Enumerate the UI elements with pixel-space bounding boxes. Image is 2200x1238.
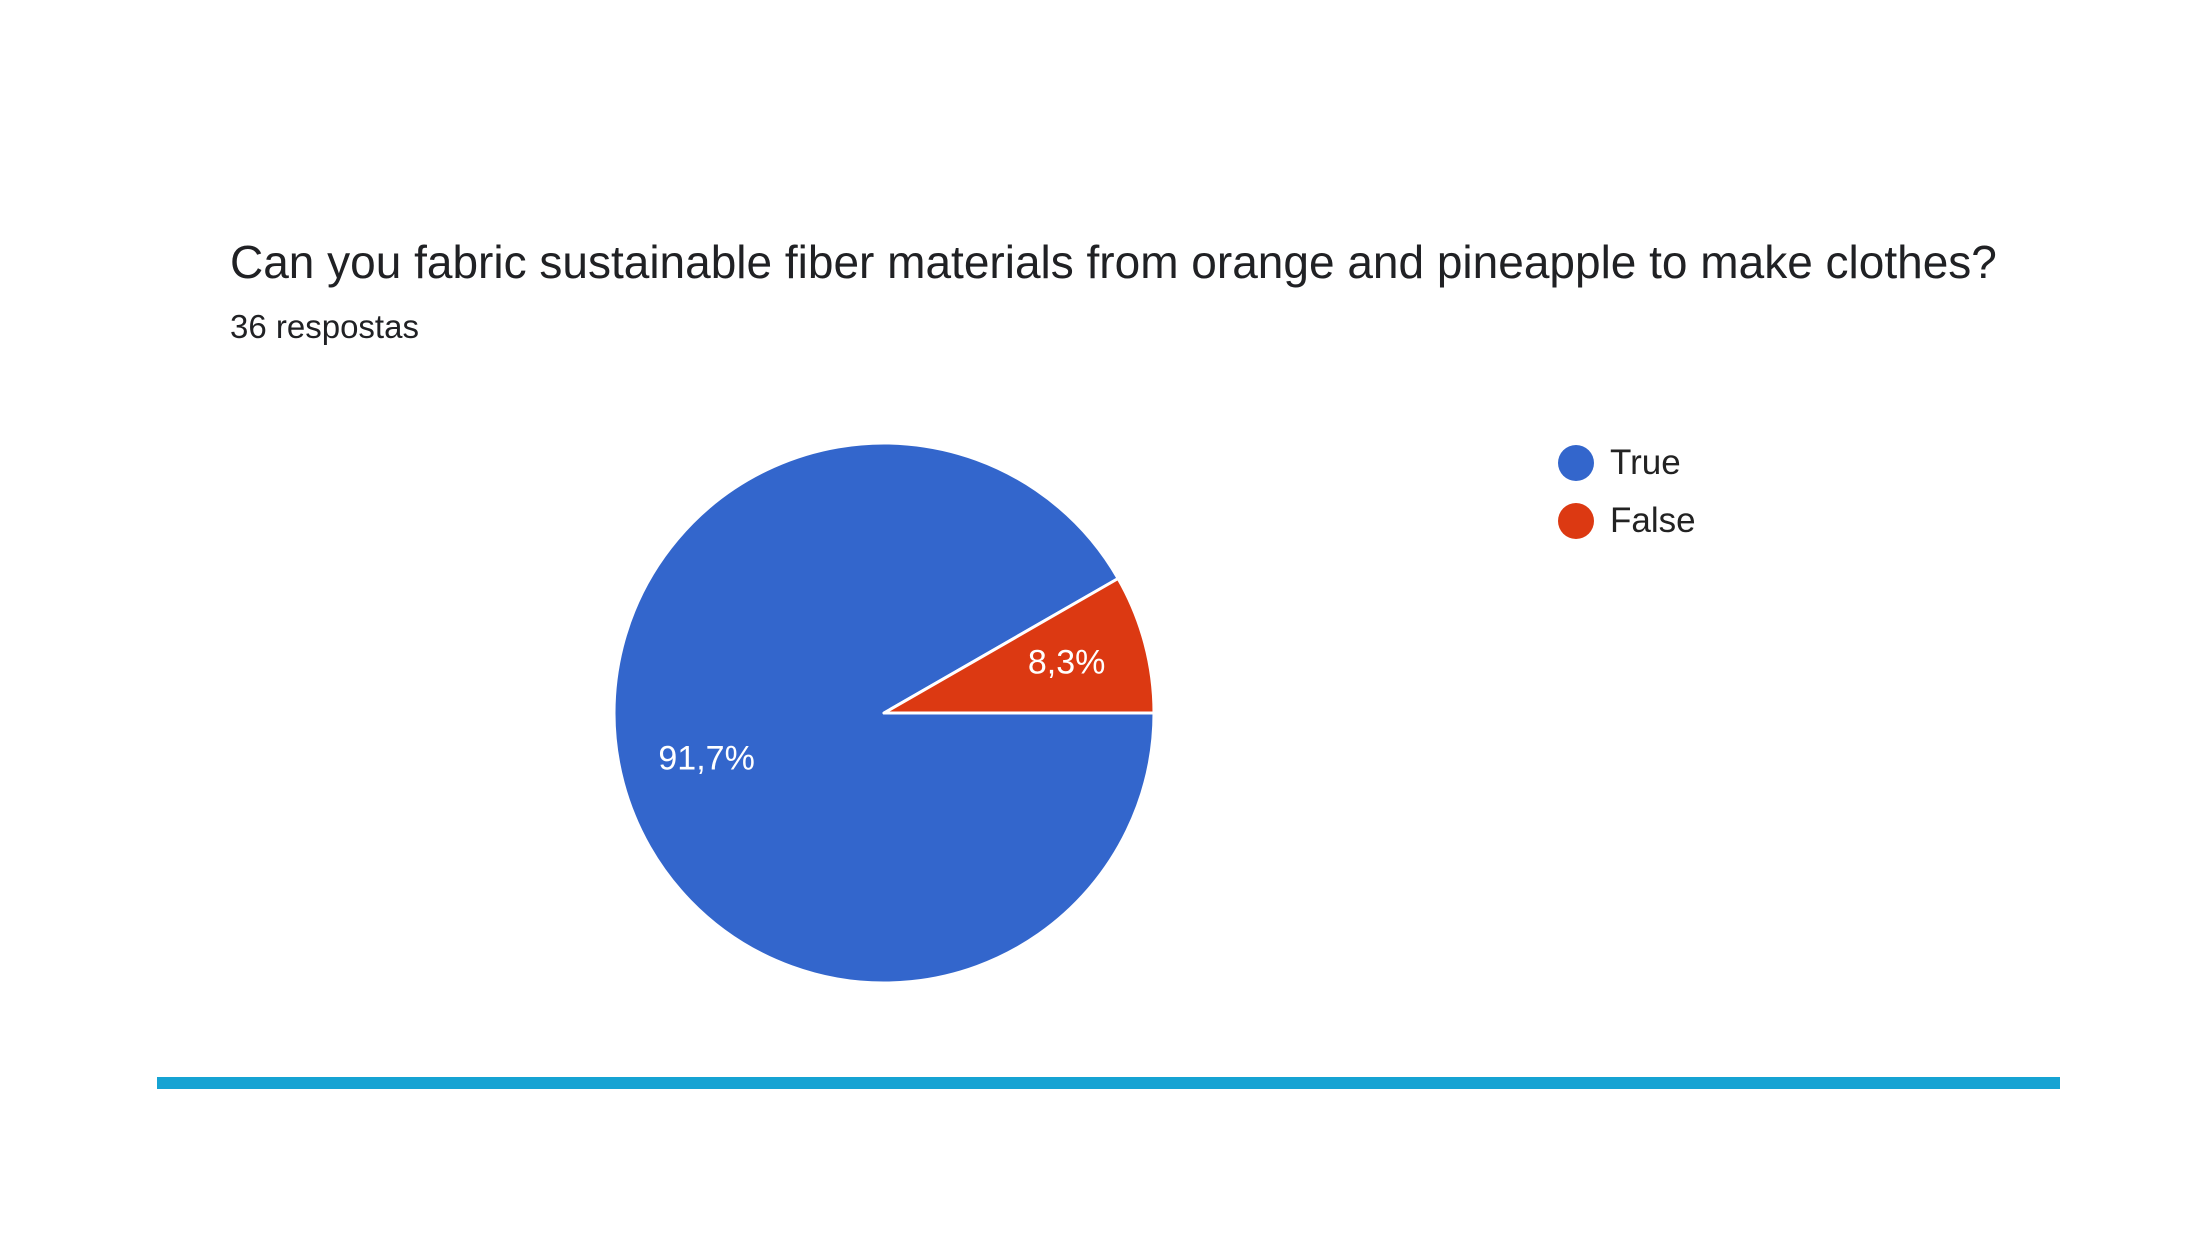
pie-label-false: 8,3% — [1028, 643, 1106, 681]
pie-label-true: 91,7% — [658, 739, 754, 777]
legend-swatch-true — [1558, 445, 1594, 481]
response-count: 36 respostas — [230, 308, 419, 345]
bottom-divider — [157, 1077, 2060, 1089]
legend-label-true: True — [1610, 443, 1681, 482]
chart-legend: True False — [1558, 434, 1696, 550]
legend-item-false[interactable]: False — [1558, 492, 1696, 550]
legend-swatch-false — [1558, 503, 1594, 539]
legend-label-false: False — [1610, 501, 1696, 540]
pie-slice-false[interactable] — [882, 576, 1156, 715]
legend-item-true[interactable]: True — [1558, 434, 1696, 492]
question-title: Can you fabric sustainable fiber materia… — [230, 236, 1997, 288]
